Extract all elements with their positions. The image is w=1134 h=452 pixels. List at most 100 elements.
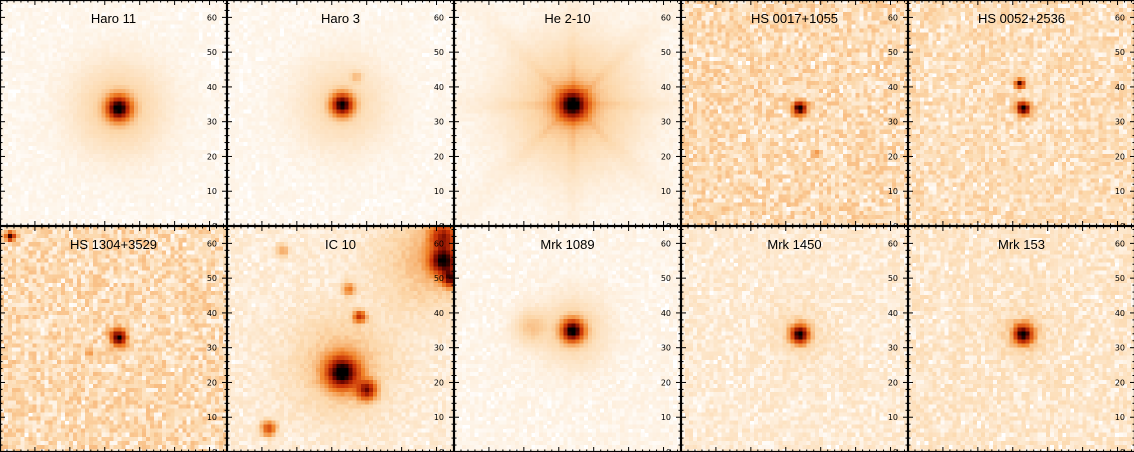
panel-title: Mrk 1089 — [454, 237, 681, 252]
tick-label: 10 — [888, 413, 898, 422]
tick-label: 60 — [434, 13, 444, 22]
panel-image: 0 10 20 30 40 50 60 — [908, 226, 1134, 452]
panel-image: 0 10 20 30 40 50 60 — [227, 226, 454, 452]
tick-label: 0 — [666, 222, 671, 226]
tick-label: 30 — [1115, 118, 1125, 127]
tick-label: 60 — [207, 239, 217, 248]
tick-label: 40 — [207, 309, 217, 318]
panel-image: 0 10 20 30 40 50 60 — [454, 0, 681, 226]
panel-title: HS 1304+3529 — [0, 237, 227, 252]
panel-title: IC 10 — [227, 237, 454, 252]
tick-label: 0 — [212, 448, 217, 452]
tick-label: 0 — [439, 448, 444, 452]
tick-label: 60 — [1115, 239, 1125, 248]
tick-label: 60 — [888, 239, 898, 248]
tick-label: 20 — [661, 379, 671, 388]
tick-label: 20 — [434, 379, 444, 388]
tick-label: 60 — [434, 239, 444, 248]
tick-label: 30 — [434, 118, 444, 127]
tick-label: 30 — [207, 118, 217, 127]
tick-label: 10 — [434, 187, 444, 196]
tick-label: 30 — [888, 118, 898, 127]
tick-label: 10 — [207, 413, 217, 422]
panel-title: HS 0052+2536 — [908, 11, 1134, 26]
panel-title: He 2-10 — [454, 11, 681, 26]
panel-image: 0 10 20 30 40 50 60 — [0, 0, 227, 226]
tick-label: 0 — [893, 448, 898, 452]
tick-label: 50 — [207, 48, 217, 57]
tick-label: 50 — [207, 274, 217, 283]
tick-label: 40 — [207, 83, 217, 92]
tick-label: 40 — [434, 309, 444, 318]
tick-label: 10 — [888, 187, 898, 196]
panel-image: 0 10 20 30 40 50 60 — [681, 226, 908, 452]
tick-label: 10 — [661, 187, 671, 196]
tick-label: 40 — [888, 309, 898, 318]
tick-label: 30 — [207, 344, 217, 353]
panel-title: Haro 11 — [0, 11, 227, 26]
tick-label: 20 — [661, 153, 671, 162]
tick-label: 20 — [207, 379, 217, 388]
tick-label: 30 — [888, 344, 898, 353]
panel-image: 0 10 20 30 40 50 60 — [227, 0, 454, 226]
panel-title: Mrk 1450 — [681, 237, 908, 252]
tick-label: 40 — [888, 83, 898, 92]
tick-label: 20 — [888, 153, 898, 162]
tick-label: 50 — [1115, 274, 1125, 283]
panel-title: HS 0017+1055 — [681, 11, 908, 26]
tick-label: 60 — [661, 13, 671, 22]
tick-label: 20 — [434, 153, 444, 162]
tick-label: 10 — [661, 413, 671, 422]
tick-label: 0 — [439, 222, 444, 226]
tick-label: 40 — [434, 83, 444, 92]
panel-image: 0 10 20 30 40 50 60 — [454, 226, 681, 452]
panel-image: 0 10 20 30 40 50 60 — [908, 0, 1134, 226]
tick-label: 30 — [661, 118, 671, 127]
tick-label: 0 — [893, 222, 898, 226]
tick-label: 0 — [1120, 448, 1125, 452]
tick-label: 20 — [888, 379, 898, 388]
tick-label: 40 — [661, 83, 671, 92]
tick-label: 40 — [1115, 83, 1125, 92]
tick-label: 20 — [1115, 153, 1125, 162]
tick-label: 30 — [1115, 344, 1125, 353]
panel-title: Mrk 153 — [908, 237, 1134, 252]
panel-image: 0 10 20 30 40 50 60 — [0, 226, 227, 452]
tick-label: 10 — [1115, 413, 1125, 422]
panel-image: 0 10 20 30 40 50 60 — [681, 0, 908, 226]
tick-label: 50 — [434, 48, 444, 57]
tick-label: 30 — [661, 344, 671, 353]
tick-label: 0 — [1120, 222, 1125, 226]
tick-label: 50 — [888, 48, 898, 57]
tick-label: 0 — [666, 448, 671, 452]
tick-label: 50 — [1115, 48, 1125, 57]
tick-label: 10 — [434, 413, 444, 422]
tick-label: 60 — [1115, 13, 1125, 22]
tick-label: 10 — [207, 187, 217, 196]
tick-label: 60 — [207, 13, 217, 22]
tick-label: 50 — [661, 274, 671, 283]
tick-label: 60 — [888, 13, 898, 22]
panel-title: Haro 3 — [227, 11, 454, 26]
tick-label: 0 — [212, 222, 217, 226]
tick-label: 50 — [661, 48, 671, 57]
tick-label: 20 — [207, 153, 217, 162]
tick-label: 60 — [661, 239, 671, 248]
tick-label: 10 — [1115, 187, 1125, 196]
tick-label: 30 — [434, 344, 444, 353]
tick-label: 20 — [1115, 379, 1125, 388]
tick-label: 40 — [1115, 309, 1125, 318]
tick-label: 40 — [661, 309, 671, 318]
tick-label: 50 — [888, 274, 898, 283]
